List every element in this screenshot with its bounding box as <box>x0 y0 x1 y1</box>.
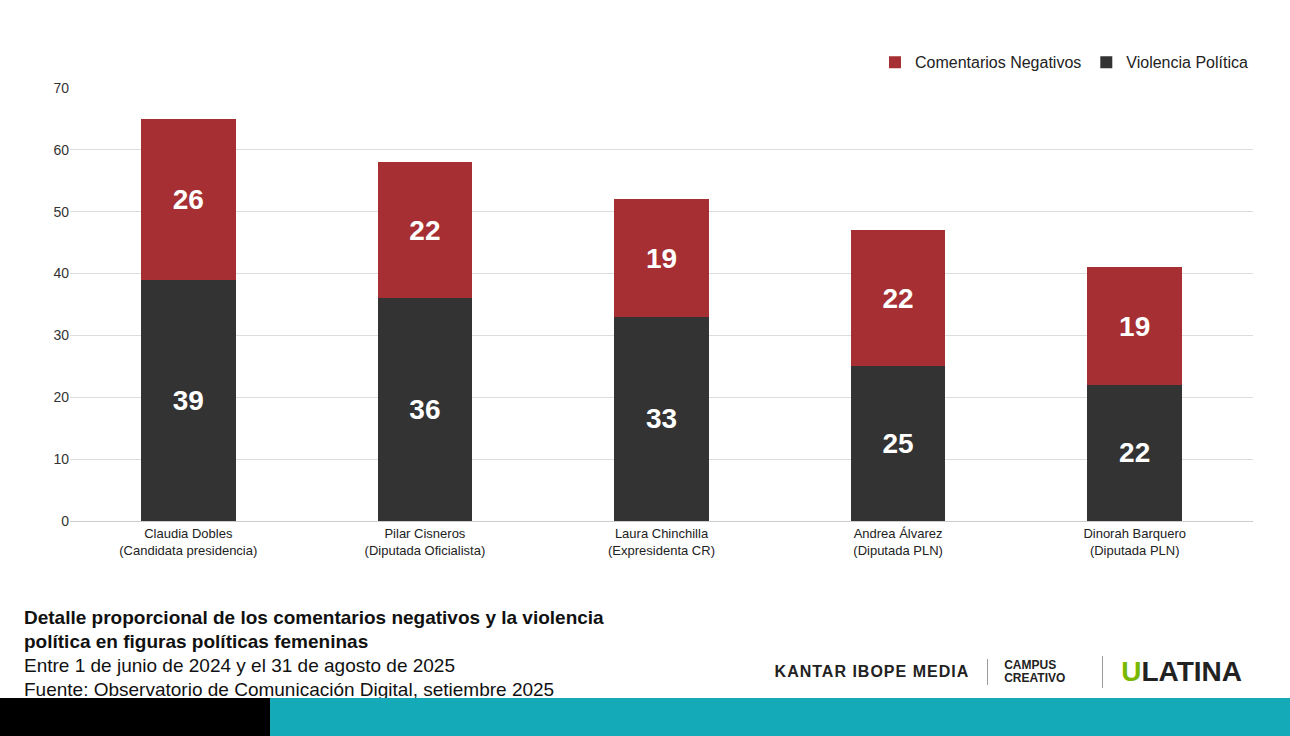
svg-text:10: 10 <box>53 451 69 467</box>
svg-text:50: 50 <box>53 204 69 220</box>
svg-text:70: 70 <box>53 80 69 96</box>
svg-text:Claudia Dobles(Candidata presi: Claudia Dobles(Candidata presidencia) <box>119 526 257 558</box>
svg-text:Violencia Política: Violencia Política <box>1126 54 1248 71</box>
svg-text:36: 36 <box>409 394 440 425</box>
svg-text:19: 19 <box>646 243 677 274</box>
html-text:Entre 1 de junio de 2024 y el: Entre 1 de junio de 2024 y el 31 de agos… <box>24 655 455 676</box>
svg-text:39: 39 <box>173 385 204 416</box>
svg-text:22: 22 <box>883 283 914 314</box>
svg-text:26: 26 <box>173 184 204 215</box>
svg-text:22: 22 <box>1119 437 1150 468</box>
html-text:Detalle proporcional de los co: Detalle proporcional de los comentarios … <box>24 607 604 652</box>
svg-text:40: 40 <box>53 265 69 281</box>
svg-text:60: 60 <box>53 142 69 158</box>
svg-text:0: 0 <box>61 513 69 529</box>
svg-text:20: 20 <box>53 389 69 405</box>
svg-text:33: 33 <box>646 403 677 434</box>
svg-text:Andrea Álvarez(Diputada PLN): Andrea Álvarez(Diputada PLN) <box>853 526 943 558</box>
svg-text:Laura Chinchilla(Expresidenta: Laura Chinchilla(Expresidenta CR) <box>608 526 715 558</box>
html-text:U LATINA: U LATINA <box>1121 656 1242 687</box>
html-text:KANTAR IBOPE MEDIA: KANTAR IBOPE MEDIA <box>774 663 970 680</box>
svg-text:Dinorah Barquero(Diputada PLN): Dinorah Barquero(Diputada PLN) <box>1083 526 1186 558</box>
svg-text:25: 25 <box>883 428 914 459</box>
svg-text:Pilar Cisneros(Diputada Oficia: Pilar Cisneros(Diputada Oficialista) <box>365 526 486 558</box>
svg-text:30: 30 <box>53 327 69 343</box>
svg-text:19: 19 <box>1119 311 1150 342</box>
svg-text:Comentarios Negativos: Comentarios Negativos <box>915 54 1081 71</box>
html-text:CAMPUS CREATIVO: CAMPUS CREATIVO <box>1004 658 1066 685</box>
svg-text:22: 22 <box>409 215 440 246</box>
html-text:Fuente: Observatorio de Comuni: Fuente: Observatorio de Comunicación Dig… <box>24 679 555 700</box>
